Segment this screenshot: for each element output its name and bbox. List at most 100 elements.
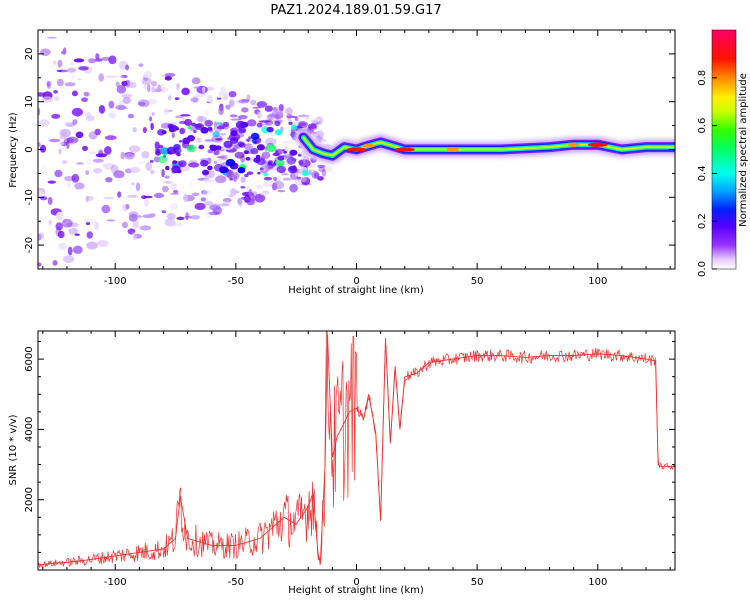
noise-blob (228, 91, 237, 98)
noise-blob (70, 75, 75, 79)
noise-blob (276, 176, 282, 183)
noise-blob (47, 180, 56, 184)
noise-blob (120, 74, 128, 79)
noise-blob (321, 169, 327, 177)
spectrogram-plot-area (38, 36, 675, 267)
noise-blob (218, 90, 228, 99)
noise-blob (229, 177, 234, 181)
noise-blob (240, 176, 246, 183)
noise-blob (273, 176, 278, 182)
noise-blob (216, 125, 225, 130)
noise-blob (190, 215, 200, 220)
noise-blob (229, 114, 238, 118)
noise-blob (38, 142, 41, 147)
signal-blob (257, 171, 261, 175)
noise-blob (308, 123, 317, 129)
noise-blob (64, 122, 71, 125)
noise-blob (57, 59, 63, 68)
signal-blob (274, 120, 281, 126)
y-tick-label: 6000 (24, 346, 35, 371)
signal-blob (225, 158, 236, 167)
noise-blob (88, 151, 98, 155)
noise-blob (300, 151, 305, 158)
x-tick-label: 100 (588, 276, 607, 287)
noise-blob (105, 75, 118, 79)
noise-blob (93, 168, 103, 174)
noise-blob (54, 169, 63, 178)
y-tick-label: -10 (24, 189, 35, 205)
noise-blob (237, 197, 242, 205)
noise-blob (229, 116, 239, 122)
noise-blob (218, 106, 224, 116)
noise-blob (164, 76, 172, 81)
noise-blob (240, 99, 250, 102)
signal-blob (290, 124, 298, 130)
noise-blob (298, 122, 307, 127)
x-tick-label: 0 (353, 577, 359, 588)
noise-blob (204, 109, 210, 116)
snr-axes: -100 -50 0 50 100 2000 4000 6000 (24, 331, 675, 588)
noise-blob (142, 127, 147, 134)
noise-blob (124, 153, 135, 160)
noise-blob (154, 141, 160, 150)
noise-blob (46, 81, 52, 89)
x-tick-label: -50 (228, 276, 244, 287)
noise-blob (83, 218, 89, 224)
colorbar-tick-label: 0.4 (697, 165, 708, 181)
noise-blob (163, 181, 173, 184)
signal-blob (271, 162, 277, 167)
noise-blob (127, 194, 138, 198)
noise-blob (125, 64, 130, 71)
noise-blob (188, 162, 200, 168)
noise-blob (179, 127, 186, 135)
noise-blob (237, 115, 248, 120)
spectrogram-core-blobs (149, 119, 312, 178)
noise-blob (139, 225, 152, 231)
signal-blob (274, 129, 283, 136)
noise-blob (267, 113, 276, 120)
noise-blob (264, 105, 273, 112)
noise-blob (164, 218, 176, 227)
noise-blob (248, 189, 253, 198)
noise-blob (116, 85, 127, 94)
noise-blob (115, 104, 126, 110)
signal-blob (289, 149, 298, 156)
signal-blob (209, 144, 215, 149)
noise-blob (108, 55, 117, 65)
signal-blob (201, 169, 210, 176)
y-tick-label: -20 (24, 237, 35, 253)
noise-blob (196, 115, 203, 122)
x-tick-label: -100 (104, 276, 127, 287)
noise-blob (209, 97, 214, 104)
noise-blob (98, 149, 104, 157)
ridge-hotspot (394, 147, 415, 152)
noise-blob (201, 190, 208, 195)
noise-blob (202, 178, 211, 184)
noise-blob (83, 91, 90, 97)
spectrogram-noise (38, 36, 333, 267)
noise-blob (215, 138, 223, 141)
signal-blob (238, 127, 246, 134)
noise-blob (120, 151, 125, 160)
noise-blob (226, 169, 234, 179)
signal-blob (168, 124, 178, 132)
noise-blob (277, 190, 286, 193)
noise-blob (76, 162, 84, 165)
noise-blob (141, 151, 150, 159)
x-tick-label: 100 (588, 577, 607, 588)
noise-blob (71, 90, 78, 97)
noise-blob (115, 81, 120, 88)
signal-blob (193, 130, 197, 134)
noise-blob (205, 209, 212, 218)
noise-blob (204, 139, 214, 142)
signal-blob (248, 136, 252, 140)
noise-blob (202, 86, 206, 93)
noise-blob (121, 80, 128, 87)
noise-blob (228, 99, 235, 107)
signal-blob (288, 121, 293, 126)
signal-blob (213, 163, 224, 172)
noise-blob (153, 192, 165, 199)
y-tick-label: 2000 (24, 487, 35, 512)
noise-blob (108, 100, 115, 109)
signal-blob (286, 156, 297, 165)
